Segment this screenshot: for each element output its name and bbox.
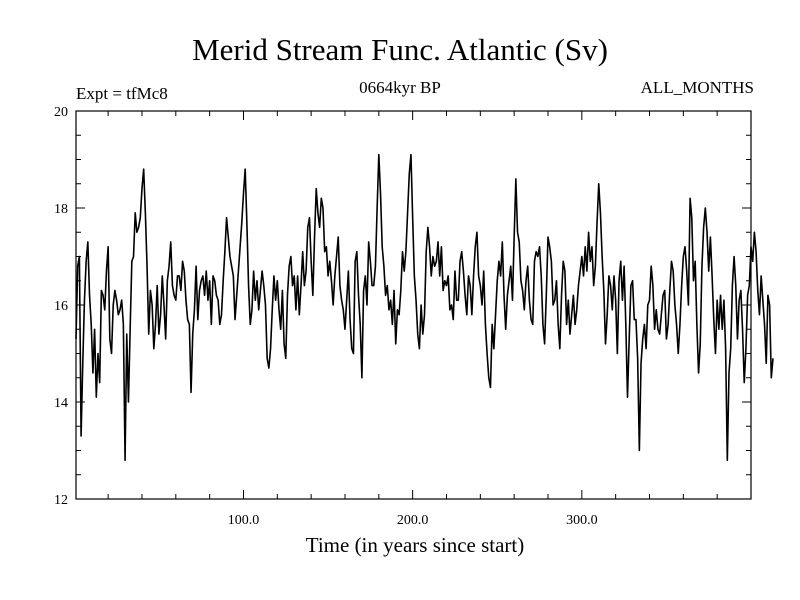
plot-frame [75,110,752,500]
x-tick-label: 100.0 [228,513,260,528]
experiment-label: Expt = tfMc8 [76,84,168,103]
series-line [75,153,774,462]
y-tick-label: 18 [54,202,68,217]
period-label: 0664kyr BP [359,78,441,97]
y-tick-label: 12 [54,493,68,508]
x-axis-label: Time (in years since start) [305,533,525,557]
y-tick-label: 16 [54,299,68,314]
y-tick-label: 14 [54,396,68,411]
chart-title: Merid Stream Func. Atlantic (Sv) [192,32,608,67]
months-label: ALL_MONTHS [640,78,754,97]
x-tick-label: 300.0 [566,513,598,528]
y-tick-label: 20 [54,105,68,120]
axis-ticks: 12 14 16 18 20 100.0 200.0 300.0 [54,105,751,528]
x-tick-label: 200.0 [397,513,429,528]
